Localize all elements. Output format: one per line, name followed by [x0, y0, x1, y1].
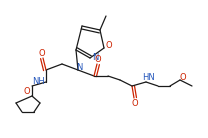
Text: O: O	[39, 48, 45, 58]
Text: O: O	[180, 72, 186, 82]
Text: NH: NH	[33, 78, 45, 87]
Text: O: O	[95, 55, 101, 63]
Text: HN: HN	[143, 74, 155, 83]
Text: N: N	[76, 63, 82, 72]
Text: O: O	[24, 87, 30, 96]
Text: O: O	[132, 99, 138, 108]
Text: N: N	[92, 52, 98, 62]
Text: O: O	[106, 42, 112, 51]
